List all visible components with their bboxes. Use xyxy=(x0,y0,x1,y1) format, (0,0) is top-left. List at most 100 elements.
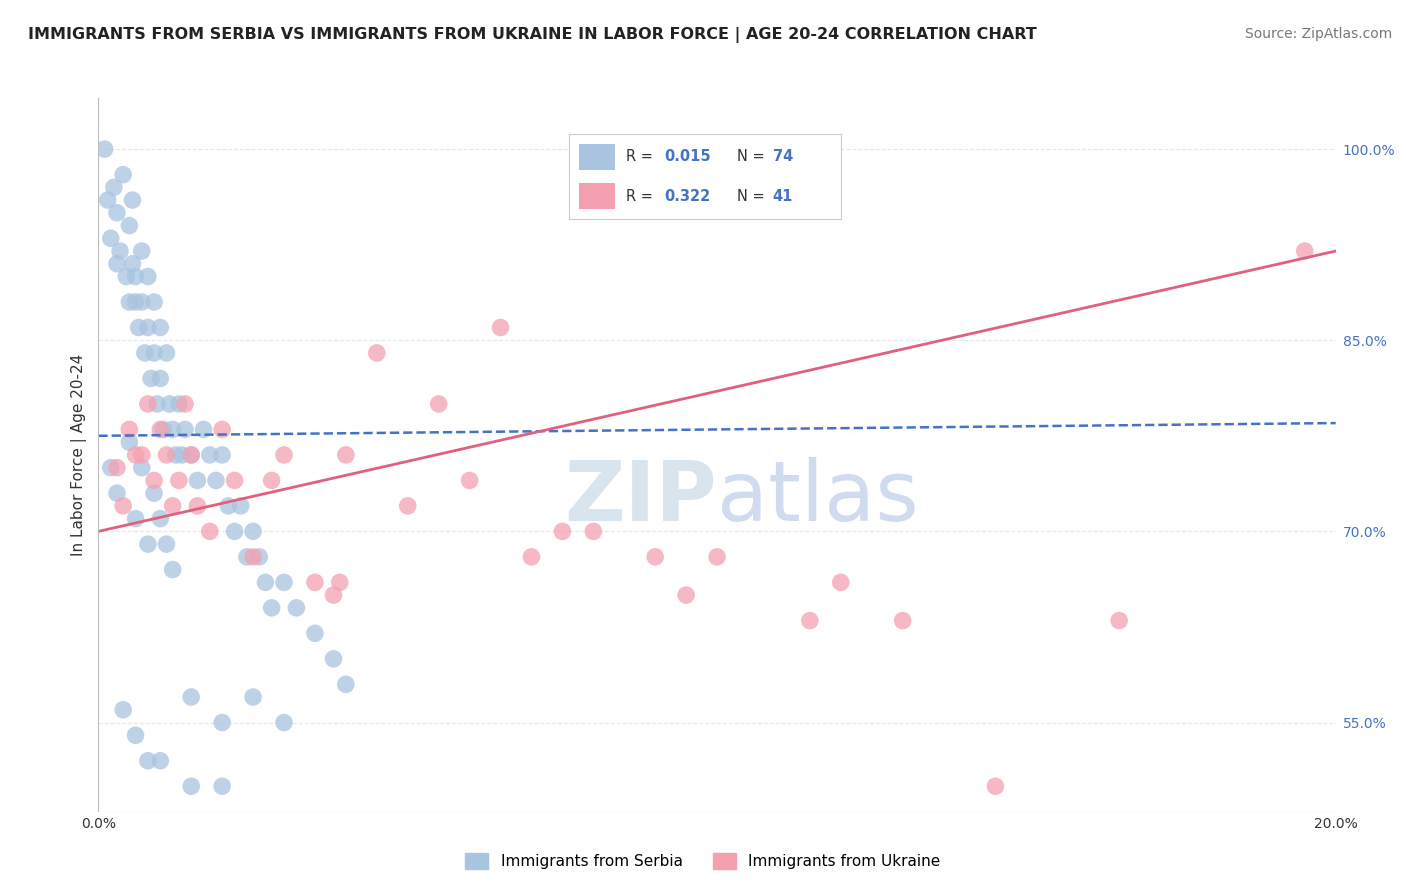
Y-axis label: In Labor Force | Age 20-24: In Labor Force | Age 20-24 xyxy=(72,354,87,556)
Point xyxy=(112,499,135,513)
Point xyxy=(115,269,138,284)
Point xyxy=(186,499,208,513)
Point xyxy=(396,499,419,513)
Point xyxy=(149,422,172,436)
Point xyxy=(155,448,177,462)
Point xyxy=(162,422,184,436)
Point xyxy=(198,524,221,539)
Point xyxy=(100,460,122,475)
Text: ZIP: ZIP xyxy=(565,458,717,538)
Point xyxy=(118,422,141,436)
Point xyxy=(162,563,184,577)
Point xyxy=(229,499,252,513)
Text: atlas: atlas xyxy=(717,458,918,538)
Point xyxy=(891,614,914,628)
Point xyxy=(335,448,357,462)
Point xyxy=(105,486,128,500)
Point xyxy=(128,320,150,334)
Point xyxy=(143,295,166,310)
Point xyxy=(211,779,233,793)
Point xyxy=(105,460,128,475)
Point xyxy=(149,371,172,385)
Point xyxy=(180,448,202,462)
Point xyxy=(149,754,172,768)
Point xyxy=(112,703,135,717)
Text: R =: R = xyxy=(626,189,657,203)
Point xyxy=(582,524,605,539)
Point xyxy=(146,397,169,411)
Point xyxy=(136,537,159,551)
Text: 74: 74 xyxy=(773,150,793,164)
Point xyxy=(1294,244,1316,258)
Point xyxy=(124,448,146,462)
Point xyxy=(304,575,326,590)
Bar xyxy=(579,145,614,169)
Point xyxy=(1108,614,1130,628)
Point xyxy=(134,346,156,360)
Point xyxy=(143,486,166,500)
Point xyxy=(180,779,202,793)
Point xyxy=(242,524,264,539)
Point xyxy=(112,168,135,182)
Point xyxy=(108,244,131,258)
Point xyxy=(489,320,512,334)
Point xyxy=(706,549,728,564)
Point xyxy=(180,690,202,704)
Point xyxy=(167,397,190,411)
Point xyxy=(217,499,239,513)
Point xyxy=(143,474,166,488)
Point xyxy=(136,320,159,334)
Point xyxy=(155,537,177,551)
Point xyxy=(304,626,326,640)
Point xyxy=(97,193,120,207)
Point xyxy=(162,499,184,513)
Point xyxy=(242,690,264,704)
Text: N =: N = xyxy=(737,150,769,164)
Text: Source: ZipAtlas.com: Source: ZipAtlas.com xyxy=(1244,27,1392,41)
Point xyxy=(322,652,344,666)
Point xyxy=(247,549,270,564)
Point xyxy=(100,231,122,245)
Point xyxy=(139,371,162,385)
Point xyxy=(211,422,233,436)
Point xyxy=(224,474,246,488)
Point xyxy=(152,422,174,436)
Point xyxy=(174,422,197,436)
Point xyxy=(260,600,283,615)
Text: 41: 41 xyxy=(773,189,793,203)
Point xyxy=(149,320,172,334)
Point xyxy=(136,397,159,411)
Point xyxy=(458,474,481,488)
Point xyxy=(131,295,153,310)
Point xyxy=(118,219,141,233)
Point xyxy=(136,754,159,768)
Point xyxy=(180,448,202,462)
Point xyxy=(211,448,233,462)
Text: 0.015: 0.015 xyxy=(664,150,710,164)
Point xyxy=(186,474,208,488)
Point xyxy=(799,614,821,628)
Point xyxy=(118,295,141,310)
Point xyxy=(273,448,295,462)
Point xyxy=(118,435,141,450)
Bar xyxy=(579,184,614,209)
Point xyxy=(520,549,543,564)
Point xyxy=(335,677,357,691)
Point xyxy=(103,180,125,194)
Point xyxy=(830,575,852,590)
Point xyxy=(427,397,450,411)
Point xyxy=(159,397,181,411)
Point xyxy=(366,346,388,360)
Point xyxy=(93,142,115,156)
Point xyxy=(273,715,295,730)
Point xyxy=(131,244,153,258)
Point xyxy=(124,269,146,284)
Point xyxy=(136,269,159,284)
Point xyxy=(675,588,697,602)
Point xyxy=(254,575,277,590)
Point xyxy=(170,448,193,462)
Point xyxy=(551,524,574,539)
Point xyxy=(131,448,153,462)
Point xyxy=(165,448,187,462)
Point xyxy=(198,448,221,462)
